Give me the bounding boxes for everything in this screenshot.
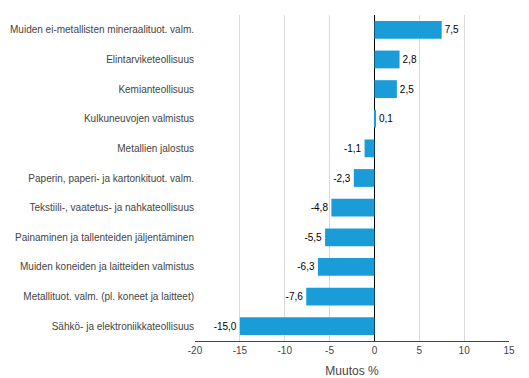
svg-text:Tekstiili-, vaatetus- ja nahka: Tekstiili-, vaatetus- ja nahkateollisuus bbox=[29, 202, 194, 213]
svg-text:-7,6: -7,6 bbox=[286, 291, 304, 302]
svg-text:-5: -5 bbox=[325, 345, 334, 356]
svg-text:-15: -15 bbox=[233, 345, 248, 356]
svg-text:Painaminen ja tallenteiden jäl: Painaminen ja tallenteiden jäljentäminen bbox=[15, 232, 194, 243]
svg-text:Muiden koneiden ja laitteiden: Muiden koneiden ja laitteiden valmistus bbox=[20, 261, 194, 272]
svg-text:Kulkuneuvojen valmistus: Kulkuneuvojen valmistus bbox=[84, 113, 194, 124]
svg-text:Muutos %: Muutos % bbox=[325, 364, 379, 378]
svg-text:7,5: 7,5 bbox=[445, 24, 459, 35]
svg-text:15: 15 bbox=[503, 345, 515, 356]
svg-text:Elintarviketeollisuus: Elintarviketeollisuus bbox=[106, 54, 194, 65]
svg-text:Metallien jalostus: Metallien jalostus bbox=[117, 143, 194, 154]
svg-text:2,5: 2,5 bbox=[400, 84, 414, 95]
svg-text:Paperin, paperi- ja kartonkitu: Paperin, paperi- ja kartonkituot. valm. bbox=[28, 173, 194, 184]
svg-text:5: 5 bbox=[417, 345, 423, 356]
svg-text:10: 10 bbox=[459, 345, 471, 356]
svg-text:0: 0 bbox=[372, 345, 378, 356]
svg-text:-2,3: -2,3 bbox=[333, 173, 351, 184]
svg-text:2,8: 2,8 bbox=[403, 54, 417, 65]
svg-text:Sähkö- ja elektroniikkateollis: Sähkö- ja elektroniikkateollisuus bbox=[52, 321, 194, 332]
svg-text:-4,8: -4,8 bbox=[311, 202, 329, 213]
svg-text:Kemianteollisuus: Kemianteollisuus bbox=[118, 84, 194, 95]
svg-text:0,1: 0,1 bbox=[379, 113, 393, 124]
svg-text:Muiden ei-metallisten mineraal: Muiden ei-metallisten mineraalituot. val… bbox=[10, 24, 194, 35]
svg-text:-10: -10 bbox=[277, 345, 292, 356]
svg-text:-1,1: -1,1 bbox=[344, 143, 362, 154]
svg-text:-15,0: -15,0 bbox=[214, 321, 237, 332]
svg-text:-5,5: -5,5 bbox=[304, 232, 322, 243]
svg-text:-6,3: -6,3 bbox=[297, 261, 315, 272]
svg-text:-20: -20 bbox=[188, 345, 203, 356]
svg-text:Metallituot. valm. (pl. koneet: Metallituot. valm. (pl. koneet ja laitte… bbox=[23, 291, 194, 302]
